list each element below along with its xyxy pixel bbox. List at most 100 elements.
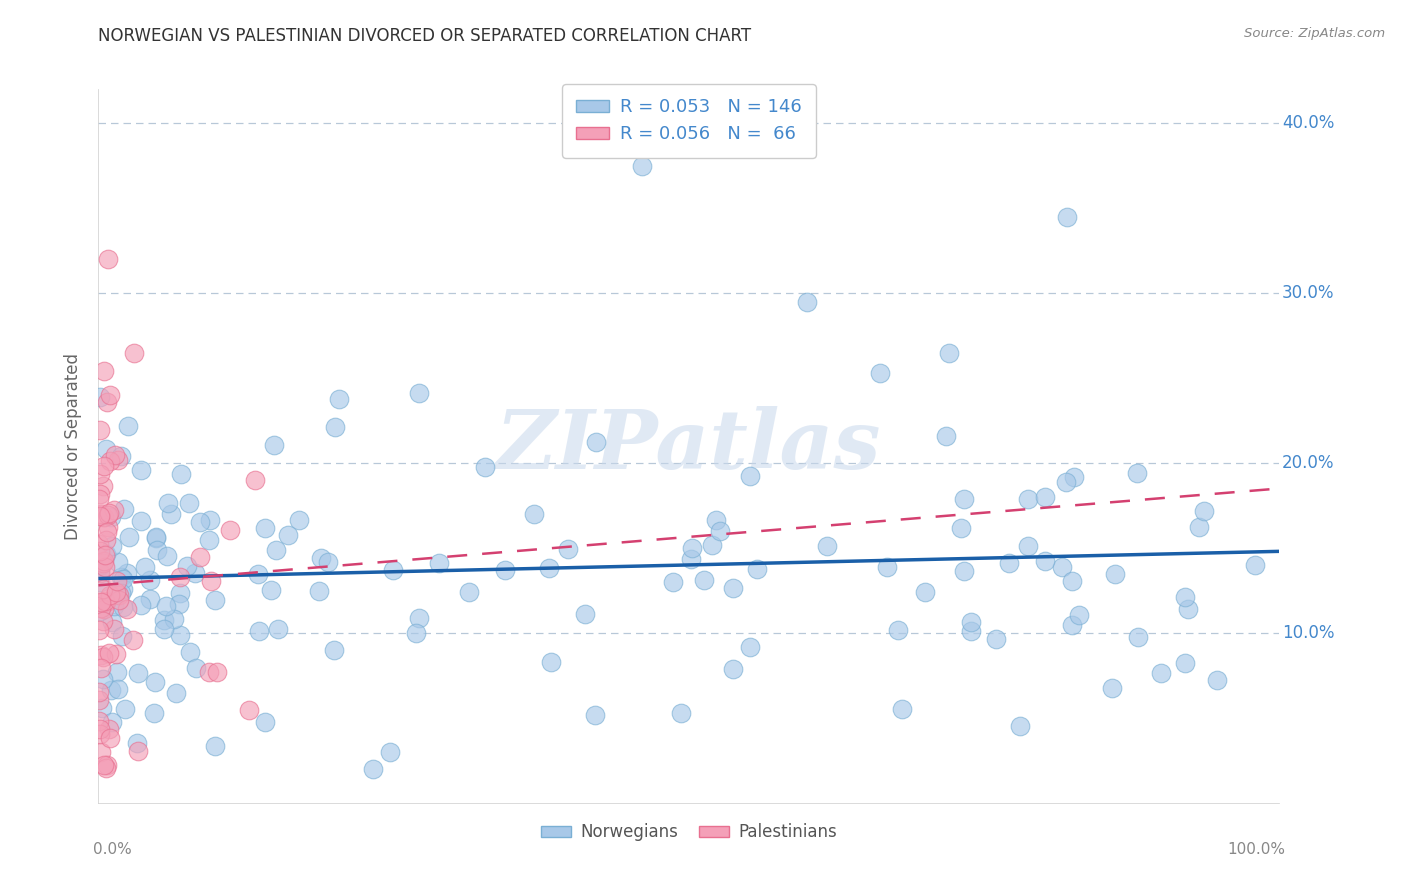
Point bbox=[89, 544, 111, 558]
Point bbox=[669, 706, 692, 720]
Point bbox=[145, 530, 167, 544]
Point bbox=[100, 682, 122, 697]
Point bbox=[1033, 490, 1056, 504]
Point bbox=[557, 541, 579, 556]
Text: 30.0%: 30.0% bbox=[1282, 284, 1334, 302]
Point bbox=[219, 523, 242, 537]
Point bbox=[935, 429, 957, 443]
Point bbox=[709, 524, 731, 539]
Point bbox=[89, 424, 111, 438]
Point bbox=[97, 508, 120, 522]
Point bbox=[949, 520, 972, 534]
Point bbox=[890, 702, 912, 716]
Point bbox=[93, 554, 115, 568]
Point bbox=[1062, 618, 1084, 632]
Point bbox=[104, 448, 127, 462]
Text: 10.0%: 10.0% bbox=[1282, 624, 1334, 642]
Point bbox=[98, 388, 121, 402]
Point bbox=[408, 611, 430, 625]
Point bbox=[112, 582, 135, 596]
Point bbox=[96, 758, 118, 772]
Point bbox=[179, 645, 201, 659]
Point bbox=[738, 468, 761, 483]
Text: 100.0%: 100.0% bbox=[1227, 842, 1285, 857]
Text: 20.0%: 20.0% bbox=[1282, 454, 1334, 472]
Point bbox=[101, 539, 124, 553]
Point bbox=[1104, 567, 1126, 582]
Point bbox=[98, 588, 121, 602]
Point bbox=[494, 563, 516, 577]
Point bbox=[107, 574, 129, 588]
Point bbox=[260, 583, 283, 598]
Point bbox=[246, 567, 269, 582]
Point bbox=[156, 549, 179, 563]
Point bbox=[238, 702, 260, 716]
Point bbox=[127, 665, 149, 680]
Point bbox=[87, 623, 110, 637]
Point bbox=[308, 584, 330, 599]
Point bbox=[152, 622, 174, 636]
Point bbox=[1244, 558, 1267, 573]
Point bbox=[328, 392, 350, 406]
Point bbox=[998, 557, 1021, 571]
Point bbox=[952, 565, 974, 579]
Point bbox=[681, 552, 703, 566]
Point bbox=[382, 562, 405, 576]
Point bbox=[122, 345, 145, 359]
Point bbox=[163, 612, 186, 626]
Point bbox=[98, 646, 121, 660]
Point bbox=[198, 513, 221, 527]
Point bbox=[93, 602, 115, 616]
Point bbox=[93, 758, 115, 772]
Point bbox=[323, 643, 346, 657]
Point bbox=[662, 575, 685, 590]
Point bbox=[93, 509, 115, 524]
Point bbox=[316, 555, 339, 569]
Point bbox=[692, 573, 714, 587]
Point bbox=[188, 549, 211, 564]
Point bbox=[93, 673, 115, 687]
Point bbox=[107, 589, 129, 603]
Point bbox=[117, 602, 139, 616]
Point bbox=[869, 366, 891, 380]
Point bbox=[89, 507, 111, 521]
Point bbox=[89, 727, 111, 741]
Point bbox=[108, 593, 131, 607]
Point bbox=[361, 762, 384, 776]
Point bbox=[142, 706, 165, 720]
Point bbox=[1054, 475, 1077, 489]
Point bbox=[139, 573, 162, 587]
Point bbox=[815, 539, 838, 553]
Point bbox=[87, 684, 110, 698]
Point bbox=[89, 390, 111, 404]
Point bbox=[145, 531, 167, 545]
Point bbox=[630, 159, 652, 173]
Point bbox=[152, 613, 174, 627]
Point bbox=[538, 561, 561, 575]
Point bbox=[104, 647, 127, 661]
Point bbox=[90, 648, 112, 662]
Point bbox=[87, 693, 110, 707]
Point bbox=[91, 650, 114, 665]
Point bbox=[157, 496, 180, 510]
Point bbox=[723, 661, 745, 675]
Point bbox=[427, 556, 450, 570]
Point bbox=[93, 548, 115, 562]
Point bbox=[721, 581, 744, 595]
Point bbox=[90, 661, 112, 675]
Point bbox=[107, 681, 129, 696]
Point bbox=[97, 723, 120, 737]
Point bbox=[876, 559, 898, 574]
Point bbox=[747, 562, 769, 576]
Point bbox=[165, 686, 187, 700]
Point bbox=[129, 514, 152, 528]
Point bbox=[474, 459, 496, 474]
Point bbox=[311, 550, 333, 565]
Point bbox=[107, 453, 129, 467]
Point bbox=[89, 574, 111, 589]
Point bbox=[105, 665, 128, 680]
Point bbox=[1063, 469, 1085, 483]
Point bbox=[1128, 630, 1150, 644]
Point bbox=[105, 585, 128, 599]
Point bbox=[170, 467, 193, 481]
